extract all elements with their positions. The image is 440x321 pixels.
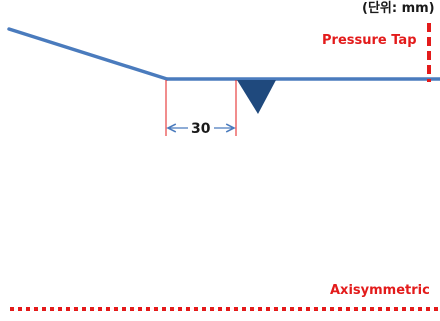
dimension-label: 30 xyxy=(191,121,211,137)
unit-label: (단위: mm) xyxy=(362,1,435,16)
axisymmetric-label: Axisymmetric xyxy=(330,283,430,298)
pressure-tap-label: Pressure Tap xyxy=(322,33,417,48)
converging-wall xyxy=(7,27,169,81)
trip-marker-triangle xyxy=(237,80,276,114)
